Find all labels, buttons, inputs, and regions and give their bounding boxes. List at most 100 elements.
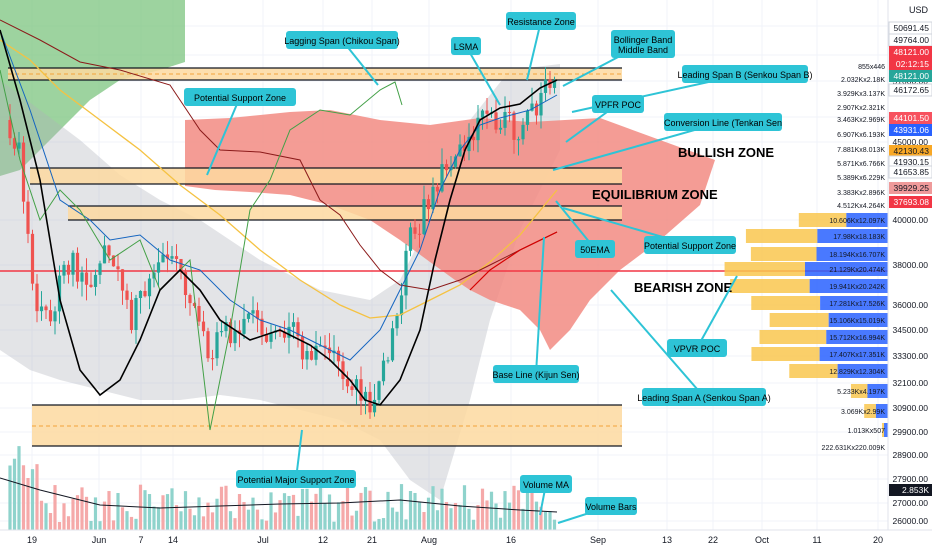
volume-profile-label: 12.829Kx12.304K — [829, 369, 885, 376]
volume-bars-callout-text: Volume Bars — [585, 502, 637, 512]
volume-bar — [300, 488, 305, 530]
volume-bar — [107, 491, 111, 530]
vpvr-poc-callout-box — [667, 339, 727, 357]
volume-bar — [363, 487, 368, 530]
volume-profile-down-bar — [864, 404, 876, 418]
y-tick-label: 45000.00 — [893, 137, 929, 147]
volume-bar — [156, 507, 161, 530]
candle-body — [431, 186, 435, 210]
candles-group — [8, 67, 557, 419]
bollinger-middle-callout-box — [611, 30, 675, 58]
volume-bar — [512, 485, 516, 530]
price-tag-label: 44101.50 — [894, 113, 930, 123]
volume-bar — [314, 493, 318, 530]
volume-bar — [327, 494, 332, 530]
candle-body — [291, 322, 296, 327]
volume-bar — [48, 512, 53, 530]
candle-body — [39, 306, 44, 312]
volume-bar — [269, 492, 273, 530]
volume-bar — [548, 511, 552, 530]
volume-bar — [494, 503, 498, 530]
volume-bar — [480, 488, 485, 530]
candle-body — [354, 379, 359, 390]
resistance-zone-callout-pointer — [526, 20, 542, 81]
volume-bar — [147, 494, 152, 530]
volume-bar — [251, 497, 255, 530]
volume-bar — [534, 501, 539, 530]
price-tag-label: 41930.15 — [894, 157, 930, 167]
candle-body — [413, 227, 417, 234]
candle-body — [323, 345, 327, 348]
senkou-span-a-callout-text: Leading Span A (Senkou Span A) — [637, 393, 771, 403]
price-tag-label: 43931.06 — [894, 125, 930, 135]
volume-profile-label: 5.389Kx6.229K — [837, 175, 885, 182]
volume-bar — [444, 502, 449, 530]
y-tick-label: 26000.00 — [893, 516, 929, 526]
volume-bar — [485, 500, 489, 530]
volume-ma-callout-text: Volume MA — [523, 480, 569, 490]
volume-bar — [345, 485, 350, 530]
candle-body — [210, 358, 215, 360]
bearish-zone-label: BEARISH ZONE — [634, 280, 733, 295]
volume-bar — [336, 502, 341, 530]
y-tick-label: 30900.00 — [893, 403, 929, 413]
vpfr-poc-callout-text: VPFR POC — [595, 100, 642, 110]
volume-bar — [386, 491, 390, 530]
volume-bar — [26, 478, 30, 530]
tenkan-sen-callout-text: Conversion Line (Tenkan Sen — [664, 118, 782, 128]
volume-bar — [291, 494, 296, 530]
volume-profile-label: 15.106Kx15.019K — [829, 318, 885, 325]
candle-body — [183, 272, 188, 296]
candle-body — [300, 336, 305, 360]
candle-body — [399, 295, 404, 316]
kijun-sen-callout-text: Base Line (Kijun Sen) — [492, 370, 579, 380]
candle-body — [251, 310, 255, 314]
candle-body — [363, 391, 368, 401]
candle-body — [305, 351, 309, 360]
volume-bar — [179, 511, 183, 530]
volume-profile-up-bar — [820, 296, 888, 310]
volume-profile-up-bar — [819, 347, 888, 361]
volume-bar — [93, 497, 98, 530]
volume-bar — [318, 485, 323, 530]
volume-bar — [197, 497, 201, 530]
major-support-callout-text: Potential Major Support Zone — [237, 475, 354, 485]
candle-body — [287, 326, 291, 338]
candle-body — [206, 331, 210, 359]
volume-bar — [125, 511, 129, 530]
volume-bar — [413, 492, 417, 530]
lagging-span-callout-box — [286, 31, 398, 49]
volume-profile-down-bar — [789, 364, 838, 378]
volume-bar — [399, 484, 404, 530]
price-tag — [889, 124, 932, 136]
x-tick-label: Aug — [421, 535, 437, 545]
candle-body — [62, 264, 66, 276]
volume-bar — [98, 521, 102, 530]
senkou-span-b-callout-text: Leading Span B (Senkou Span B) — [677, 70, 812, 80]
senkou-span-b-callout-box — [682, 65, 808, 83]
candle-body — [143, 290, 147, 297]
candle-body — [179, 258, 183, 273]
price-tag — [889, 46, 932, 58]
major-support-callout-box — [236, 470, 356, 488]
volume-bar — [503, 491, 507, 530]
candle-body — [102, 245, 107, 264]
candle-body — [224, 322, 228, 332]
price-tag — [888, 165, 932, 179]
candle-body — [129, 299, 134, 330]
candle-body — [93, 274, 98, 287]
candle-body — [480, 110, 485, 118]
volume-profile-up-bar — [837, 364, 888, 378]
volume-bar — [489, 491, 494, 530]
price-tag-label: 48121.00 — [894, 47, 930, 57]
volume-bar — [359, 492, 363, 530]
candle-body — [260, 318, 264, 335]
volume-bar — [552, 519, 557, 530]
x-tick-label: 14 — [168, 535, 178, 545]
price-tag-label: 02:12:15 — [896, 59, 929, 69]
volume-bar — [273, 512, 278, 530]
volume-ma-line — [0, 477, 558, 513]
volume-profile-up-bar — [884, 423, 888, 437]
candle-body — [89, 284, 93, 287]
